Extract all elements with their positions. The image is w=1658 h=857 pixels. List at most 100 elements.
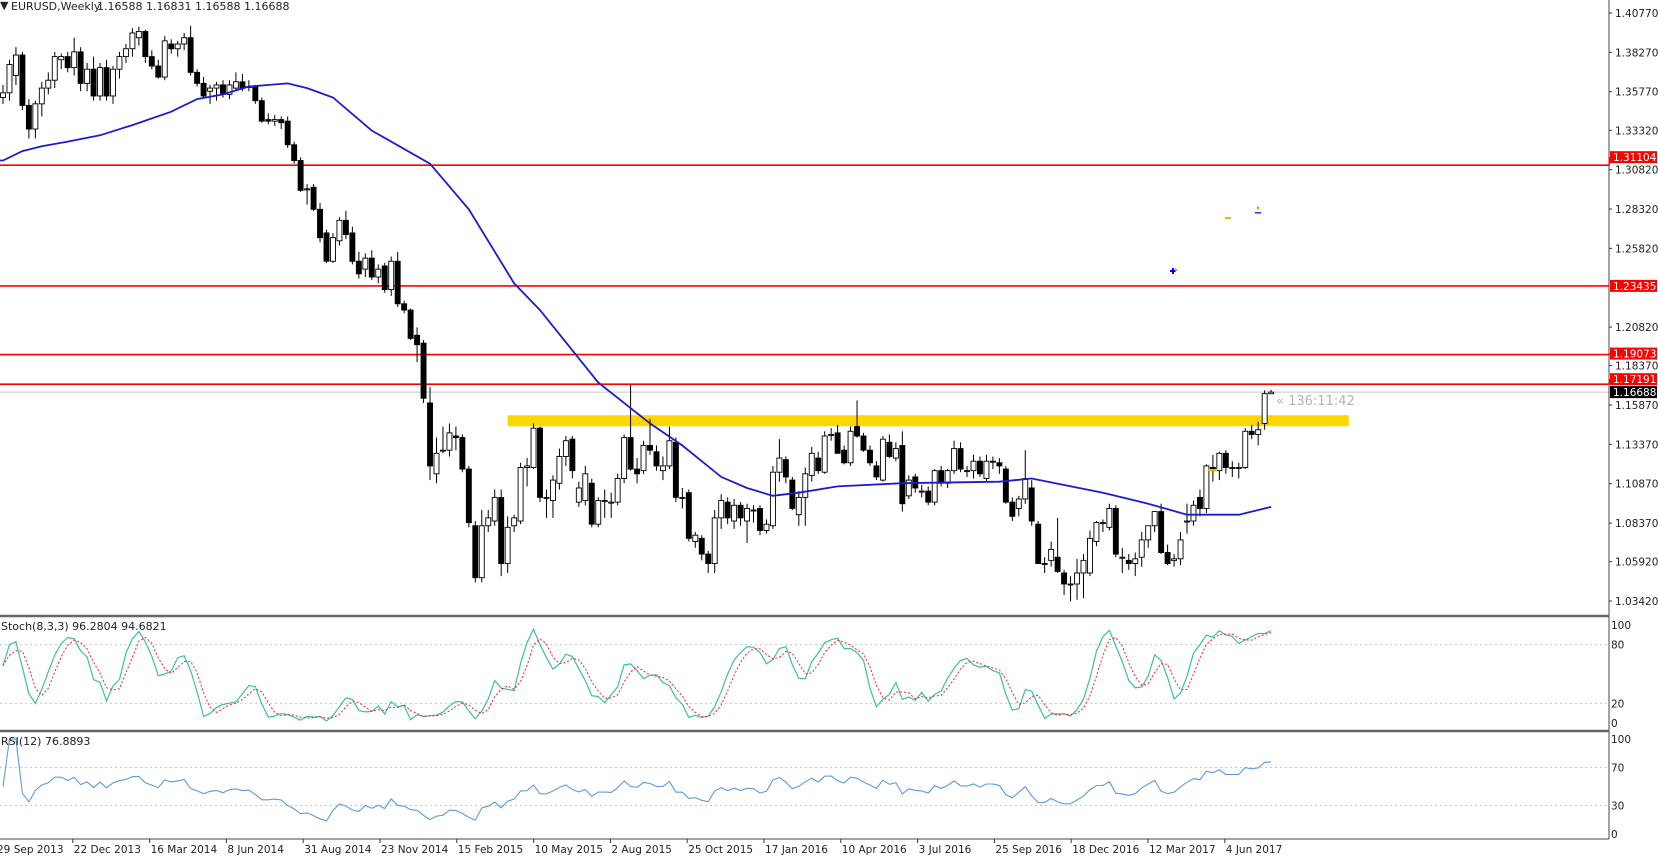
candle-body-bull bbox=[116, 56, 123, 70]
candle-body-bull bbox=[6, 64, 13, 94]
rsi-pane[interactable]: 100 70 30 0 RSI(12) 76.8893 bbox=[0, 734, 1631, 841]
candle-body-bull bbox=[1080, 559, 1087, 574]
stoch-signal-line bbox=[2, 632, 1272, 719]
candle bbox=[12, 47, 19, 85]
candle bbox=[110, 66, 116, 104]
rsi-level-label: 100 bbox=[1611, 734, 1631, 746]
candle bbox=[1093, 521, 1100, 547]
candle bbox=[711, 510, 718, 573]
candle bbox=[634, 458, 641, 484]
candle-body-bear bbox=[957, 448, 964, 470]
candle-body-bull bbox=[174, 43, 181, 50]
candle-body-bull bbox=[226, 84, 233, 95]
y-tick-label: 1.40770 bbox=[1615, 8, 1658, 20]
price-pane[interactable]: « 136:11:42 bbox=[0, 25, 1609, 602]
stoch-level-label: 80 bbox=[1611, 640, 1624, 652]
candle bbox=[381, 262, 388, 293]
yellow-dash-marker-icon[interactable] bbox=[1225, 217, 1231, 219]
candle-body-bull bbox=[207, 87, 213, 92]
candle-body-bear bbox=[19, 54, 26, 106]
yellow-arrow-marker-icon[interactable] bbox=[1175, 268, 1178, 272]
candle bbox=[1125, 554, 1132, 570]
x-tick-label: 17 Jan 2016 bbox=[765, 844, 828, 856]
candle-body-bear bbox=[672, 441, 679, 498]
candle-body-bull bbox=[1184, 520, 1190, 523]
stoch-title: Stoch(8,3,3) 96.2804 94.6821 bbox=[1, 620, 167, 633]
candle bbox=[1151, 511, 1158, 533]
x-tick-label: 4 Jun 2017 bbox=[1226, 844, 1282, 856]
candle bbox=[931, 469, 938, 506]
candle-body-bear bbox=[284, 120, 291, 146]
chart-objects[interactable] bbox=[1170, 206, 1261, 471]
candle-body-bear bbox=[860, 435, 867, 451]
candle bbox=[213, 81, 220, 101]
stoch-level-label: 0 bbox=[1611, 718, 1618, 730]
candle-body-bull bbox=[135, 30, 142, 39]
yellow-dash-marker-icon[interactable] bbox=[1208, 469, 1217, 471]
candle bbox=[187, 25, 194, 76]
candle-body-bull bbox=[879, 438, 886, 481]
horizontal-line-label-connector bbox=[1608, 353, 1611, 356]
candle-body-bull bbox=[232, 81, 239, 89]
candle-body-bear bbox=[427, 402, 433, 467]
resistance-zone[interactable] bbox=[507, 415, 1349, 427]
candle bbox=[1242, 428, 1249, 470]
y-tick-label: 1.25820 bbox=[1615, 243, 1658, 255]
x-tick-label: 12 Mar 2017 bbox=[1149, 844, 1216, 856]
x-tick-label: 18 Dec 2016 bbox=[1072, 844, 1139, 856]
candle-body-bear bbox=[1164, 552, 1171, 564]
candle bbox=[1196, 489, 1203, 517]
candle bbox=[879, 436, 886, 482]
candle bbox=[588, 478, 595, 528]
candle-body-bull bbox=[122, 48, 129, 58]
candle-body-bull bbox=[58, 56, 65, 61]
candle bbox=[731, 498, 738, 529]
candle bbox=[983, 454, 990, 482]
blue-dash-marker-icon[interactable] bbox=[1255, 212, 1261, 214]
candle-body-bull bbox=[983, 460, 990, 479]
y-tick-label: 1.20820 bbox=[1615, 322, 1658, 334]
candle-body-bull bbox=[1151, 511, 1158, 527]
rsi-level-label: 70 bbox=[1611, 763, 1624, 775]
stochastic-pane[interactable]: 100 80 20 0 Stoch(8,3,3) 96.2804 94.6821 bbox=[0, 620, 1631, 730]
candle bbox=[478, 510, 485, 583]
candle bbox=[1158, 503, 1165, 555]
candle bbox=[1087, 530, 1093, 577]
candle-body-bear bbox=[25, 104, 32, 130]
candle bbox=[375, 264, 382, 284]
candle-body-bull bbox=[1093, 522, 1100, 542]
candle bbox=[6, 59, 13, 101]
candle-body-bull bbox=[595, 500, 602, 525]
candle bbox=[200, 77, 207, 98]
candle bbox=[1268, 389, 1275, 395]
candle bbox=[886, 434, 893, 459]
candle bbox=[821, 431, 828, 474]
candle bbox=[330, 232, 336, 263]
candle-body-bull bbox=[1067, 583, 1074, 586]
candle bbox=[271, 114, 278, 126]
candle bbox=[349, 226, 356, 265]
candle-body-bull bbox=[181, 37, 188, 45]
yellow-arrow-marker-icon[interactable] bbox=[1257, 206, 1260, 210]
candle-body-bear bbox=[452, 435, 459, 439]
candle-body-bull bbox=[1145, 525, 1152, 541]
x-tick-label: 3 Jul 2016 bbox=[919, 844, 972, 856]
candle-body-bear bbox=[834, 432, 841, 454]
candle bbox=[122, 44, 129, 63]
candle-body-bear bbox=[1196, 496, 1203, 509]
candle bbox=[336, 217, 343, 246]
candle-body-bull bbox=[84, 68, 91, 84]
symbol-menu-arrow-icon[interactable]: ▼ bbox=[0, 0, 9, 12]
candle-body-bull bbox=[1261, 393, 1268, 424]
candle bbox=[194, 69, 201, 87]
candle-body-bear bbox=[653, 451, 660, 467]
moving-average-line bbox=[0, 82, 1272, 516]
candle bbox=[601, 489, 608, 518]
candle-body-bull bbox=[12, 54, 19, 76]
y-tick-label: 1.15870 bbox=[1615, 400, 1658, 412]
candle-body-bull bbox=[951, 448, 958, 472]
candle bbox=[368, 250, 375, 281]
candle bbox=[45, 72, 52, 95]
y-tick-label: 1.13370 bbox=[1615, 439, 1658, 451]
